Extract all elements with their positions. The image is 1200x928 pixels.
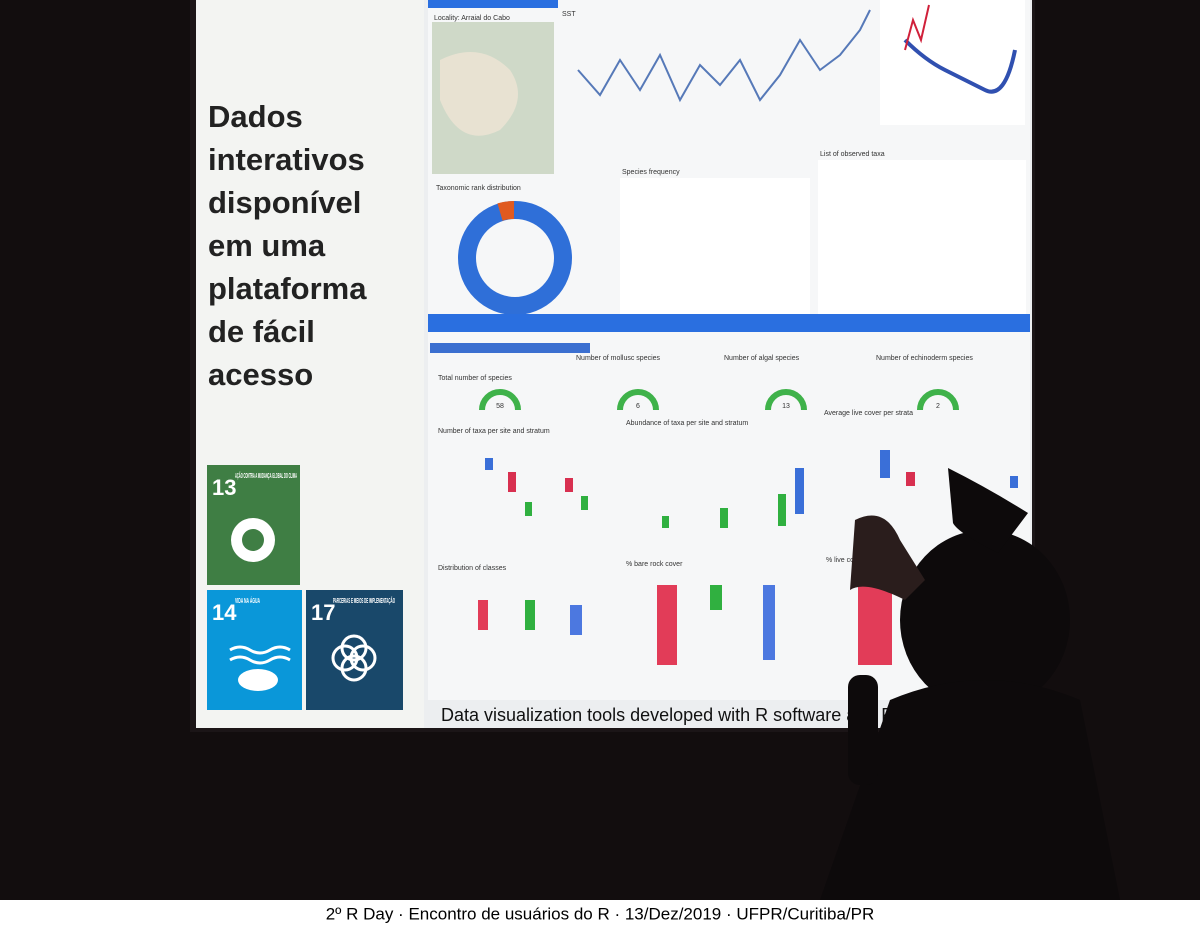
panel-title: Locality: Arraial do Cabo [434,15,510,22]
sdg-label: AÇÃO CONTRA A MUDANÇA GLOBAL DO CLIMA [235,471,297,480]
gauge-label: Number of mollusc species [576,355,661,362]
gauge-value: 13 [782,403,790,410]
gauge [765,389,807,411]
sdg-number: 14 [212,600,237,625]
sdg-number: 13 [212,475,236,500]
blue-divider [428,314,1030,332]
seasonal-line [904,4,930,51]
gauge-value: 2 [936,403,940,410]
freq-plot [620,178,810,318]
gauge [479,389,521,411]
heading-line: em uma [208,228,326,263]
sdg-icon [229,645,291,665]
heading: Dados interativos disponível em uma platafor… [208,99,367,392]
gauge-label: Number of algal species [724,355,800,362]
plot-title: Average live cover per strata [824,410,913,417]
heading-line: interativos [208,142,365,177]
gauge [917,389,959,411]
plot-title: Number of taxa per site and stratum [438,428,550,435]
plot-title: % bare rock cover [626,561,683,568]
sdg-number: 17 [311,600,335,625]
plot-title: Abundance of taxa per site and stratum [626,420,748,427]
sdg-label: PARCERIAS E MEIOS DE IMPLEMENTAÇÃO [333,596,395,605]
heading-line: acesso [208,357,313,392]
sdg-icon [242,529,264,551]
taxa-table [818,160,1026,315]
dashboard-texts: Locality: Arraial do Cabo SST Taxonomic ra… [434,11,973,572]
sdg-icon [238,669,278,691]
panel-title: SST [562,11,576,18]
footer-bar [0,900,1200,928]
heading-line: disponível [208,185,361,220]
panel-title: Species frequency [622,169,680,176]
caption-text: Data visualization tools developed with … [441,705,911,725]
donut [458,201,572,315]
heading-line: Dados [208,99,303,134]
seasonal-line [903,38,1017,94]
sdg-label: VIDA NA ÁGUA [235,596,260,605]
gauge-value: 58 [496,403,504,410]
plot-title: % live cover [826,557,864,564]
gauge [617,389,659,411]
seasonal-plot [880,0,1025,125]
presenter [820,468,1120,900]
nav-bar [428,0,558,8]
panel-title: Taxonomic rank distribution [436,185,521,192]
donut-segment [497,201,515,221]
sdg-icon [331,634,377,682]
sst-line [577,9,871,103]
map-land [440,52,518,136]
heading-line: de fácil [208,314,315,349]
gauge-label: Number of echinoderm species [876,355,973,362]
panel-title: List of observed taxa [820,151,885,158]
heading-line: plataforma [208,271,367,306]
gauge-value: 6 [636,403,640,410]
caption: Data visualization tools developed with … [441,705,911,725]
nav-bar [430,343,590,353]
footer: 2º R Day · Encontro de usuários do R · 1… [326,904,875,923]
gauge-label: Total number of species [438,375,512,382]
plot-title: Distribution of classes [438,565,507,572]
sdg-labels: 13AÇÃO CONTRA A MUDANÇA GLOBAL DO CLIMA 1… [212,471,395,625]
boxplots [478,450,1018,665]
